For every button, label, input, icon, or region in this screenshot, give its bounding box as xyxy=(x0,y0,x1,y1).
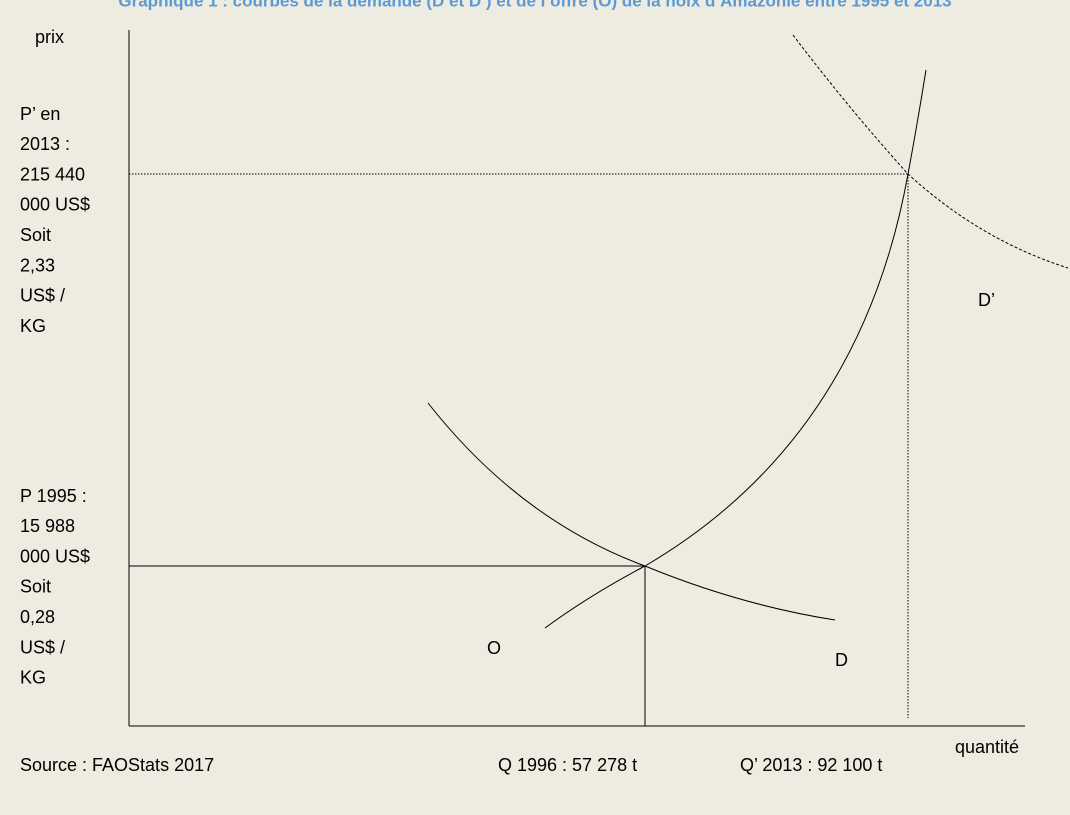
price-line: 0,28 xyxy=(20,607,55,627)
price-1995-label: P 1995 : 15 988 000 US$ Soit 0,28 US$ / KG xyxy=(20,486,90,688)
price-2013-label: P’ en 2013 : 215 440 000 US$ Soit 2,33 US$ / KG xyxy=(20,104,90,336)
price-line: Soit xyxy=(20,577,51,597)
demand-new-curve xyxy=(792,34,1069,269)
price-line: 15 988 xyxy=(20,516,75,536)
demand-curve xyxy=(427,402,836,621)
price-line: P 1995 : xyxy=(20,486,87,506)
x-axis-label: quantité xyxy=(955,737,1019,757)
price-line: 2,33 xyxy=(20,255,55,275)
y-axis-label: prix xyxy=(35,27,64,47)
quantity-1996-label: Q 1996 : 57 278 t xyxy=(498,755,637,775)
supply-label: O xyxy=(487,638,501,658)
price-line: P’ en xyxy=(20,104,60,124)
price-line: KG xyxy=(20,668,46,688)
price-line: 215 440 xyxy=(20,164,85,184)
demand-label: D xyxy=(835,650,848,670)
demand-new-label: D’ xyxy=(978,290,995,310)
price-line: 000 US$ xyxy=(20,195,90,215)
price-line: 000 US$ xyxy=(20,546,90,566)
supply-curve xyxy=(544,69,927,629)
price-line: US$ / xyxy=(20,286,65,306)
price-line: US$ / xyxy=(20,637,65,657)
quantity-2013-label: Q’ 2013 : 92 100 t xyxy=(740,755,882,775)
price-line: 2013 : xyxy=(20,134,70,154)
price-line: Soit xyxy=(20,225,51,245)
price-line: KG xyxy=(20,316,46,336)
source: Source : FAOStats 2017 xyxy=(20,755,214,775)
title: Graphique 1 : courbes de la demande (D e… xyxy=(118,0,951,10)
